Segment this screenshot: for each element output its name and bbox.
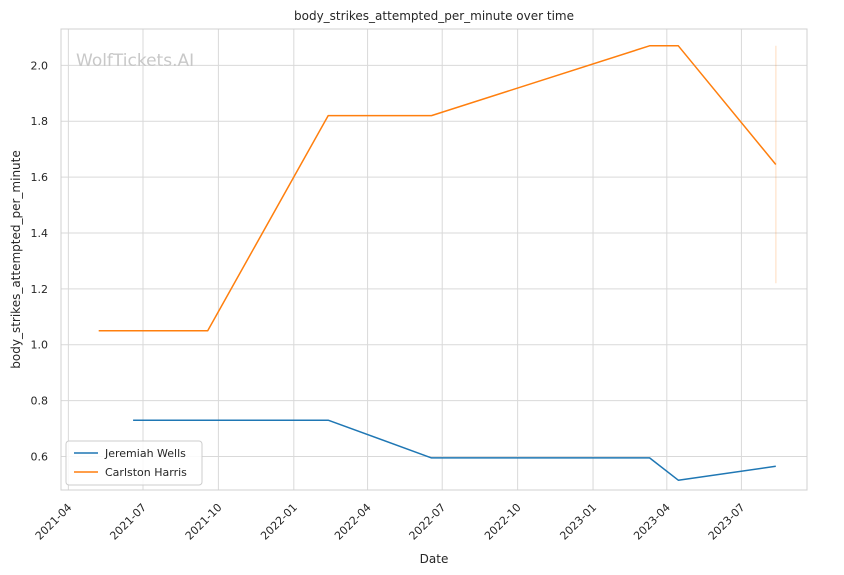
y-tick-label: 1.6	[31, 171, 49, 184]
legend-label-jeremiah-wells: Jeremiah Wells	[104, 447, 186, 460]
y-tick-label: 0.8	[31, 395, 49, 408]
x-axis-label: Date	[420, 552, 449, 566]
grid	[61, 29, 807, 490]
y-tick-label: 0.6	[31, 450, 49, 463]
legend-label-carlston-harris: Carlston Harris	[105, 466, 187, 479]
chart-title: body_strikes_attempted_per_minute over t…	[294, 9, 574, 23]
plot-frame	[60, 28, 808, 491]
y-tick-labels: 0.6 0.8 1.0 1.2 1.4 1.6 1.8 2.0	[31, 59, 49, 463]
legend-box	[65, 440, 203, 486]
y-tick-label: 2.0	[31, 59, 49, 72]
legend: Jeremiah Wells Carlston Harris	[65, 440, 203, 486]
series-line-carlston-harris	[98, 45, 777, 332]
plot-area	[61, 29, 807, 490]
y-tick-label: 1.2	[31, 283, 49, 296]
y-tick-label: 1.0	[31, 339, 49, 352]
y-axis-label: body_strikes_attempted_per_minute	[9, 150, 23, 368]
watermark: WolfTickets.AI	[76, 51, 194, 71]
series-line-jeremiah-wells	[133, 419, 776, 481]
y-tick-label: 1.8	[31, 115, 49, 128]
y-tick-label: 1.4	[31, 227, 49, 240]
series-lines	[98, 45, 777, 481]
